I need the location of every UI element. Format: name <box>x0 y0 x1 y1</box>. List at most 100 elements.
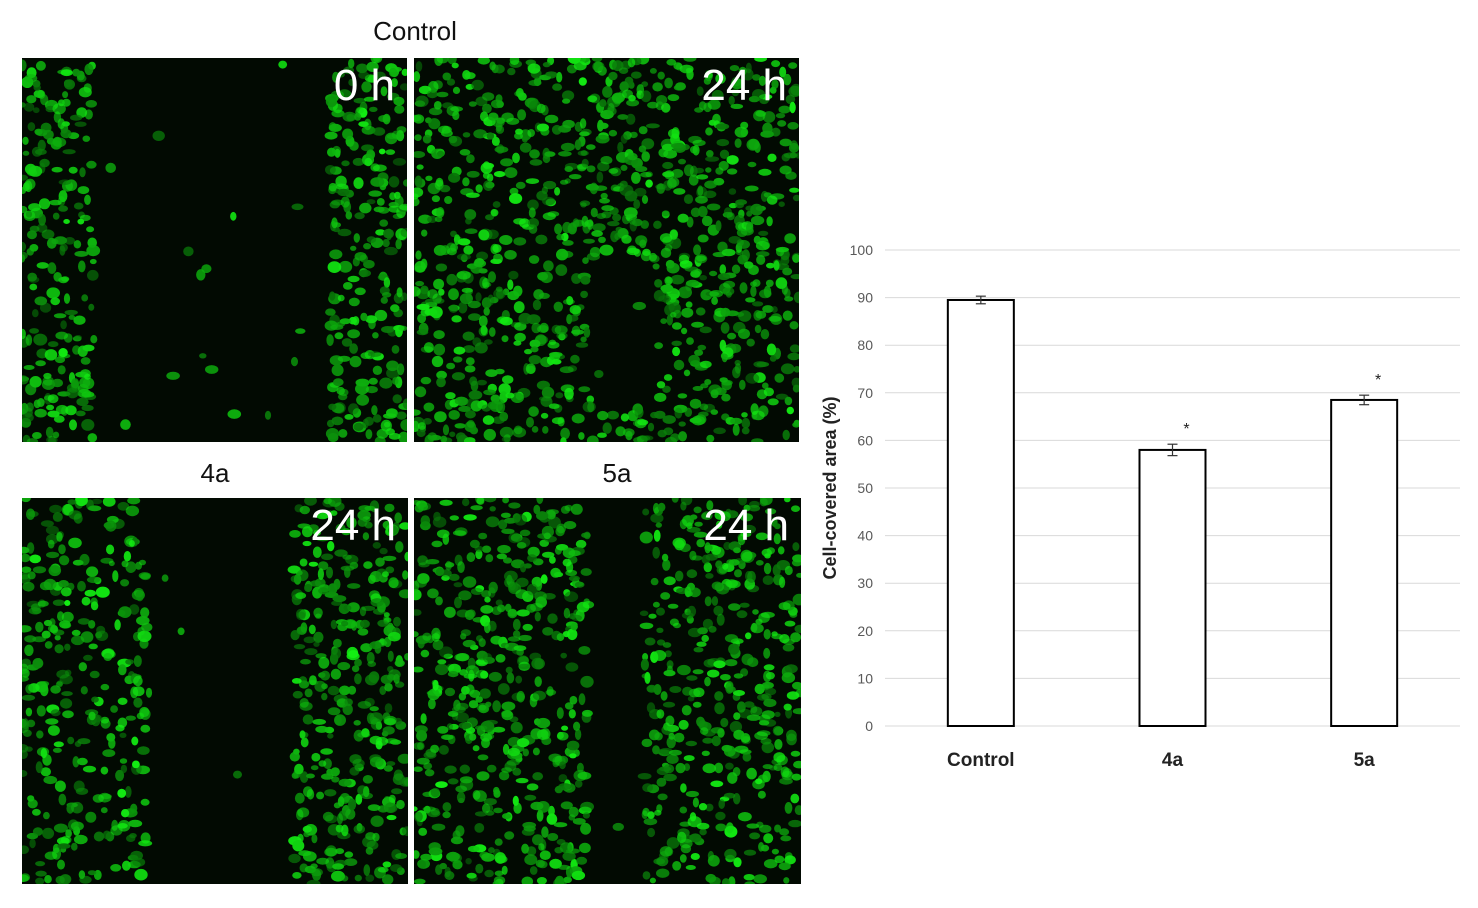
cell-mark <box>495 286 503 292</box>
y-tick-label: 50 <box>857 480 873 496</box>
cell-mark <box>554 223 563 235</box>
cell-mark <box>136 712 145 720</box>
cell-mark <box>32 658 44 669</box>
cell-mark <box>88 711 96 721</box>
cell-mark <box>789 101 796 114</box>
cell-mark <box>62 98 71 107</box>
cell-mark <box>571 614 582 621</box>
cell-mark <box>329 291 336 301</box>
cell-mark <box>507 67 516 76</box>
cell-mark <box>772 725 783 736</box>
cell-mark <box>710 409 719 415</box>
cell-mark <box>575 342 589 348</box>
cell-mark <box>434 58 443 66</box>
cell-mark <box>631 171 641 184</box>
cell-mark <box>590 207 598 218</box>
cell-mark <box>291 356 298 367</box>
cell-mark <box>414 666 424 673</box>
cell-mark <box>53 741 64 748</box>
cell-mark <box>328 122 337 131</box>
cell-mark <box>757 694 769 701</box>
cell-mark <box>790 750 801 757</box>
cell-mark <box>326 768 333 776</box>
cell-mark <box>551 124 562 135</box>
cell-mark <box>362 418 369 429</box>
cell-mark <box>792 681 801 690</box>
cell-mark <box>438 125 452 134</box>
cell-mark <box>324 847 338 857</box>
cell-mark <box>414 631 419 638</box>
cell-mark <box>125 715 136 721</box>
cell-mark <box>364 505 376 511</box>
cell-mark <box>414 114 422 122</box>
cell-mark <box>743 874 755 881</box>
cell-mark <box>132 686 145 697</box>
cell-mark <box>313 607 323 618</box>
cell-mark <box>397 753 408 764</box>
cell-mark <box>597 432 607 438</box>
cell-mark <box>299 701 313 711</box>
cell-mark <box>57 843 71 849</box>
cell-mark <box>560 179 569 185</box>
cell-mark <box>647 827 656 838</box>
cell-mark <box>51 166 63 173</box>
cell-mark <box>493 807 503 814</box>
cell-mark <box>637 773 652 780</box>
cell-mark <box>391 78 398 88</box>
cell-mark <box>787 352 799 361</box>
cell-mark <box>562 240 574 246</box>
cell-mark <box>341 824 349 837</box>
cell-mark <box>395 238 402 250</box>
cell-mark <box>328 583 338 595</box>
cell-mark <box>703 562 712 573</box>
cell-mark <box>114 619 121 631</box>
cell-mark <box>644 671 651 684</box>
cell-mark <box>719 264 727 275</box>
cell-mark <box>23 365 35 370</box>
cell-mark <box>505 666 513 674</box>
cell-mark <box>88 620 96 629</box>
cell-mark <box>45 426 54 438</box>
cell-mark <box>537 272 549 281</box>
cell-mark <box>661 102 671 113</box>
cell-mark <box>62 91 69 99</box>
cell-mark <box>325 308 336 316</box>
cell-mark <box>595 134 610 144</box>
cell-mark <box>414 609 422 616</box>
cell-mark <box>693 506 702 514</box>
cell-mark <box>26 95 37 104</box>
cell-mark <box>125 786 132 798</box>
cell-mark <box>451 372 466 381</box>
cell-mark <box>47 262 57 274</box>
cell-mark <box>324 320 338 331</box>
cell-mark <box>29 376 42 388</box>
cell-mark <box>663 773 677 782</box>
cell-mark <box>768 315 782 322</box>
cell-mark <box>750 706 763 717</box>
cell-mark <box>666 837 680 849</box>
cell-mark <box>392 377 399 385</box>
cell-mark <box>496 553 507 560</box>
cell-mark <box>356 394 370 406</box>
cell-mark <box>675 570 684 582</box>
cell-mark <box>745 570 753 582</box>
cell-mark <box>556 71 563 83</box>
cell-mark <box>580 290 588 299</box>
cell-mark <box>32 566 47 574</box>
cell-mark <box>633 199 641 210</box>
cell-mark <box>493 254 502 260</box>
cell-mark <box>22 729 32 737</box>
cell-mark <box>473 790 487 802</box>
cell-mark <box>492 881 499 884</box>
cell-mark <box>381 292 392 298</box>
cell-mark <box>686 675 698 681</box>
cell-mark <box>465 291 472 303</box>
cell-mark <box>615 226 623 233</box>
cell-mark <box>738 812 752 822</box>
cell-mark <box>722 562 729 570</box>
cell-mark <box>520 563 527 573</box>
cell-mark <box>436 91 449 98</box>
cell-mark <box>731 87 740 97</box>
cell-mark <box>85 811 97 823</box>
cell-mark <box>152 130 165 141</box>
